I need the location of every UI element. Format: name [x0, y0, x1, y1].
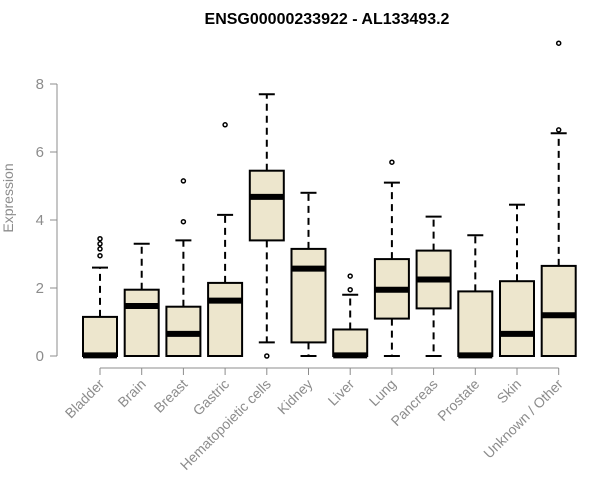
iqr-box	[457, 290, 494, 357]
chart-title: ENSG00000233922 - AL133493.2	[205, 11, 450, 28]
box-prostate	[457, 234, 494, 359]
iqr-box	[290, 247, 327, 344]
iqr-box	[540, 264, 577, 357]
iqr-box	[207, 281, 244, 357]
box-lung	[373, 159, 410, 357]
y-tick-label: 6	[36, 144, 44, 161]
outlier-point	[180, 178, 187, 184]
outlier-point	[97, 246, 103, 252]
y-tick-label: 2	[36, 280, 44, 297]
outlier-point	[180, 218, 187, 225]
x-category-label: Liver	[325, 376, 358, 409]
outlier-point	[555, 127, 562, 133]
x-category-label: Kidney	[274, 376, 316, 418]
outlier-point	[97, 252, 103, 259]
box-bladder	[82, 235, 118, 359]
outlier-point	[347, 273, 353, 279]
outlier-point	[97, 241, 103, 247]
box-unknown-other	[540, 40, 577, 357]
x-category-label: Prostate	[434, 376, 482, 424]
y-tick-label: 4	[36, 212, 44, 229]
x-category-label: Bladder	[62, 376, 108, 422]
outlier-point	[555, 40, 562, 46]
outlier-point	[389, 159, 395, 165]
x-category-label: Lung	[366, 376, 399, 409]
y-axis-label: Expression	[0, 163, 16, 232]
outlier-point	[264, 353, 270, 359]
outlier-point	[222, 122, 228, 128]
iqr-box	[332, 328, 369, 358]
x-category-label: Skin	[494, 376, 525, 407]
box-skin	[499, 203, 535, 358]
x-category-label: Breast	[151, 376, 191, 416]
x-category-label: Brain	[114, 376, 148, 410]
box-pancreas	[415, 215, 452, 357]
x-category-label: Unknown / Other	[480, 376, 566, 462]
iqr-box	[499, 280, 535, 358]
outlier-point	[97, 235, 103, 242]
box-liver	[332, 273, 369, 359]
box-kidney	[290, 191, 327, 357]
y-tick-label: 8	[36, 76, 44, 93]
iqr-box	[82, 315, 118, 357]
y-tick-label: 0	[36, 348, 44, 365]
boxes-group	[82, 40, 577, 359]
box-breast	[165, 178, 202, 358]
iqr-box	[123, 288, 160, 358]
iqr-box	[248, 169, 285, 242]
box-brain	[123, 242, 160, 358]
box-gastric	[207, 122, 244, 357]
y-axis: 0 2 4 6 8	[36, 76, 58, 365]
box-hematopoietic-cells	[248, 93, 285, 359]
outlier-point	[347, 286, 353, 293]
